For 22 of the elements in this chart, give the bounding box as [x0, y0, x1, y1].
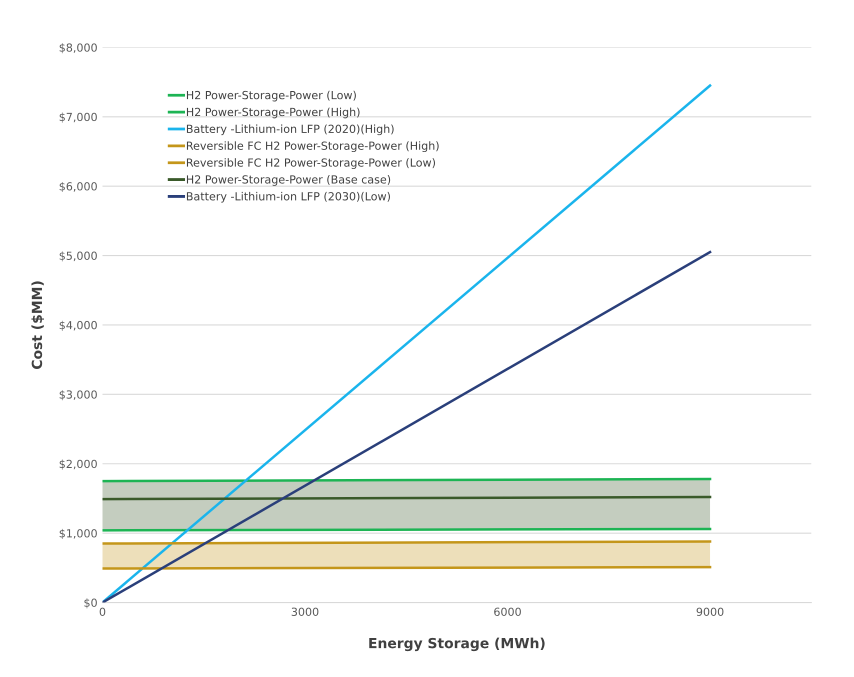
x-tick-label: 9000 [696, 608, 724, 616]
y-tick-label: $5,000 [60, 251, 97, 262]
y-tick-label: $3,000 [60, 390, 97, 400]
x-tick-label: 0 [100, 608, 106, 616]
legend-label: Reversible FC H2 Power-Storage-Power (High) [186, 141, 439, 152]
legend-label: Reversible FC H2 Power-Storage-Power (Low) [186, 158, 435, 169]
y-tick-label: $7,000 [60, 112, 97, 123]
y-tick-label: $2,000 [60, 460, 97, 470]
y-tick-label: $4,000 [60, 320, 97, 331]
y-tick-label: $8,000 [60, 43, 97, 54]
legend-label: H2 Power-Storage-Power (Low) [186, 90, 356, 102]
y-tick-label: $6,000 [60, 182, 97, 192]
y-axis-title: Cost ($MM) [31, 281, 44, 370]
legend-label: H2 Power-Storage-Power (High) [186, 108, 360, 118]
legend-label: Battery -Lithium-ion LFP (2030)(Low) [186, 192, 390, 203]
y-tick-label: $1,000 [60, 528, 97, 539]
legend-label: Battery -Lithium-ion LFP (2020)(High) [186, 124, 394, 136]
x-tick-label: 3000 [292, 608, 318, 616]
legend-label: H2 Power-Storage-Power (Base case) [186, 175, 390, 186]
x-tick-label: 6000 [494, 608, 521, 616]
x-axis-title: Energy Storage (MWh) [369, 638, 545, 652]
y-tick-label: $0 [84, 598, 97, 608]
